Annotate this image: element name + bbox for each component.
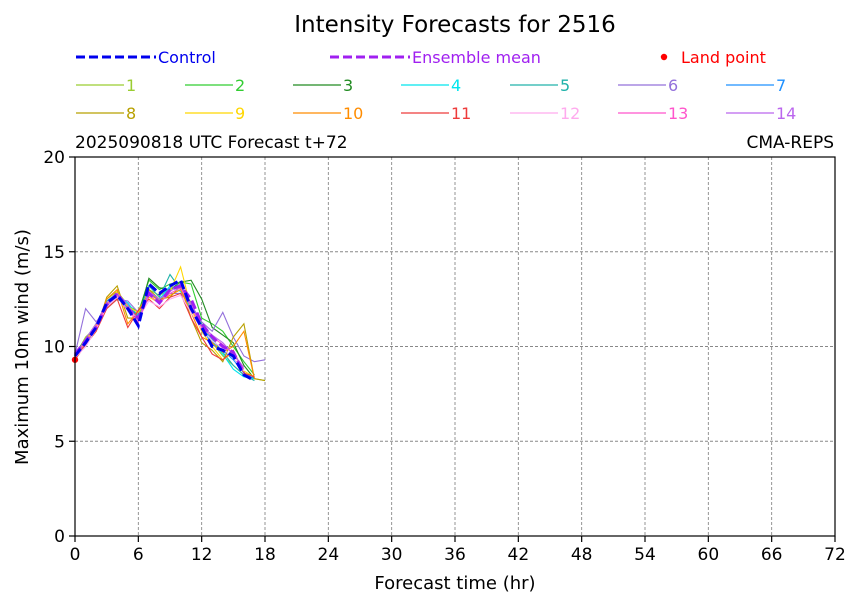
legend-member-9-label: 9: [235, 104, 245, 123]
x-tick-label: 66: [761, 545, 783, 565]
x-tick-label: 24: [318, 545, 340, 565]
legend-member-5-label: 5: [560, 76, 570, 95]
x-tick-label: 60: [698, 545, 720, 565]
y-tick-label: 20: [43, 148, 65, 168]
control-line: [73, 278, 256, 382]
legend-member-6-label: 6: [668, 76, 678, 95]
legend-member-12-label: 12: [560, 104, 580, 123]
x-tick-label: 36: [444, 545, 466, 565]
series-layer: [71, 265, 266, 382]
legend-member-10-label: 10: [343, 104, 363, 123]
legend-member-2-label: 2: [235, 76, 245, 95]
x-tick-label: 48: [571, 545, 593, 565]
legend-member-4-label: 4: [451, 76, 461, 95]
x-tick-label: 18: [254, 545, 276, 565]
x-tick-label: 30: [381, 545, 403, 565]
x-tick-label: 6: [133, 545, 144, 565]
legend-land-point-label: Land point: [681, 48, 766, 67]
legend-member-3-label: 3: [343, 76, 353, 95]
legend-ensemble-mean-label: Ensemble mean: [412, 48, 541, 67]
y-axis-label: Maximum 10m wind (m/s): [12, 229, 33, 465]
x-tick-label: 72: [824, 545, 846, 565]
legend-member-14-label: 14: [776, 104, 796, 123]
y-axis: 0 5 10 15 20: [43, 148, 75, 547]
x-axis: 0 6 12 18 24 30 36 42 48 54 60 66 72: [70, 536, 846, 565]
legend-control-label: Control: [158, 48, 216, 67]
y-tick-label: 0: [54, 527, 65, 547]
legend-member-11-label: 11: [451, 104, 471, 123]
forecast-subtitle: 2025090818 UTC Forecast t+72: [75, 133, 348, 153]
x-tick-label: 42: [508, 545, 530, 565]
grid: [75, 157, 835, 536]
ensemble-mean-line: [73, 284, 246, 374]
x-tick-label: 12: [191, 545, 213, 565]
model-name: CMA-REPS: [746, 133, 834, 153]
chart-title: Intensity Forecasts for 2516: [294, 12, 616, 38]
x-tick-label: 54: [634, 545, 656, 565]
legend-member-8-label: 8: [126, 104, 136, 123]
y-tick-label: 5: [54, 432, 65, 452]
legend-member-13-label: 13: [668, 104, 688, 123]
legend-member-7-label: 7: [776, 76, 786, 95]
y-tick-label: 10: [43, 338, 65, 358]
member-line-12: [74, 294, 245, 372]
legend-land-point-marker: [660, 53, 668, 61]
y-tick-label: 15: [43, 243, 65, 263]
x-axis-label: Forecast time (hr): [374, 573, 535, 594]
legend-member-1-label: 1: [126, 76, 136, 95]
x-tick-label: 0: [70, 545, 81, 565]
